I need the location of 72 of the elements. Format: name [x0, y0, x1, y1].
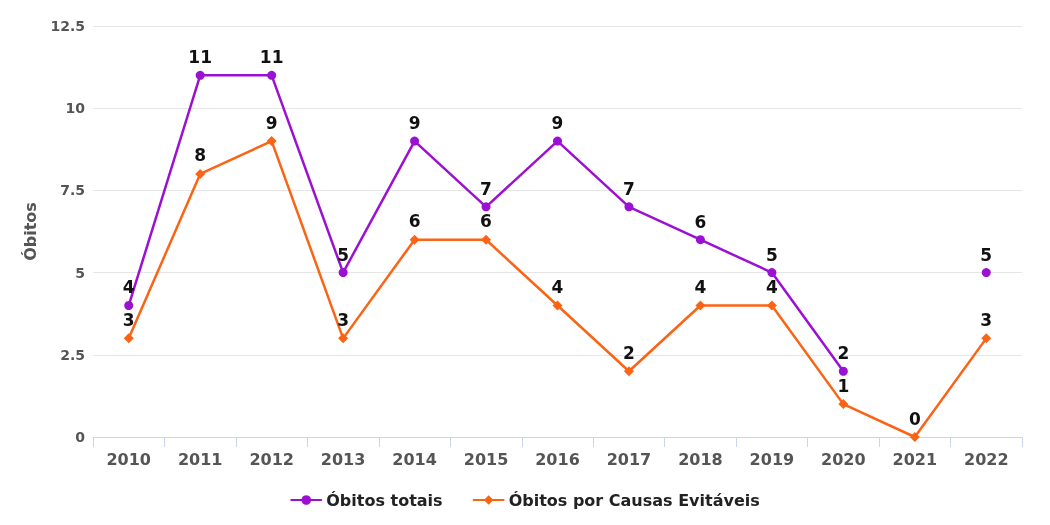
- point: [410, 136, 420, 146]
- x-tick-label: 2016: [535, 449, 580, 469]
- point: [838, 399, 849, 410]
- x-tick-label: 2022: [964, 449, 1009, 469]
- point: [195, 168, 206, 179]
- data-label: 5: [765, 244, 778, 265]
- x-tick-label: 2018: [678, 449, 723, 469]
- data-label: 6: [694, 211, 707, 232]
- data-label: 8: [194, 145, 207, 166]
- point: [266, 136, 277, 147]
- point: [195, 70, 205, 80]
- point: [124, 300, 134, 310]
- y-tick-label: 12.5: [50, 18, 85, 34]
- data-label: 5: [337, 244, 350, 265]
- data-label: 11: [259, 47, 284, 68]
- point: [695, 300, 706, 311]
- data-label: 4: [765, 276, 778, 297]
- data-label: 1: [837, 375, 850, 396]
- point: [338, 333, 349, 344]
- point: [409, 234, 420, 245]
- x-tick-label: 2021: [892, 449, 938, 469]
- legend-label: Óbitos totais: [326, 490, 443, 510]
- x-tick-label: 2014: [392, 449, 437, 469]
- y-tick-label: 5: [75, 264, 85, 281]
- point: [481, 202, 491, 212]
- point: [267, 70, 277, 80]
- x-tick-label: 2010: [106, 449, 151, 469]
- data-label: 11: [188, 47, 213, 68]
- point: [981, 333, 992, 344]
- data-label: 4: [122, 277, 135, 298]
- data-label: 7: [480, 178, 492, 199]
- y-tick-label: 10: [65, 100, 86, 117]
- x-tick-label: 2013: [320, 449, 366, 469]
- x-tick-label: 2015: [463, 449, 509, 469]
- data-label: 0: [908, 408, 921, 429]
- data-label: 4: [551, 276, 564, 297]
- point: [838, 366, 848, 376]
- x-tick-label: 2011: [177, 449, 223, 469]
- point: [766, 300, 777, 311]
- point: [552, 300, 563, 311]
- data-label: 9: [551, 113, 564, 134]
- x-tick-label: 2020: [821, 449, 866, 469]
- x-tick-label: 2012: [249, 449, 294, 469]
- point: [624, 202, 634, 212]
- data-label: 7: [623, 178, 635, 199]
- point: [767, 268, 777, 278]
- data-label: 6: [408, 211, 421, 232]
- data-label: 3: [337, 309, 350, 330]
- x-tick-label: 2019: [749, 449, 795, 469]
- legend-label: Óbitos por Causas Evitáveis: [508, 490, 760, 510]
- point: [481, 234, 492, 245]
- point: [123, 333, 134, 344]
- data-label: 9: [265, 112, 278, 133]
- data-label: 3: [122, 309, 135, 330]
- y-tick-label: 0: [75, 429, 86, 445]
- data-label: 6: [480, 211, 492, 232]
- point: [695, 235, 705, 245]
- data-label: 4: [694, 276, 707, 297]
- point: [981, 268, 991, 278]
- y-tick-label: 2.5: [60, 346, 85, 363]
- x-tick-label: 2017: [606, 449, 652, 469]
- data-label: 2: [837, 343, 850, 364]
- y-tick-label: 7.5: [60, 182, 85, 199]
- point: [623, 366, 634, 377]
- y-axis-title: Óbitos: [20, 202, 40, 261]
- point: [553, 136, 562, 146]
- point: [909, 432, 920, 442]
- data-label: 3: [980, 309, 993, 330]
- data-label: 2: [623, 342, 635, 363]
- point: [338, 268, 348, 278]
- data-label: 5: [980, 244, 993, 265]
- data-label: 9: [408, 113, 421, 134]
